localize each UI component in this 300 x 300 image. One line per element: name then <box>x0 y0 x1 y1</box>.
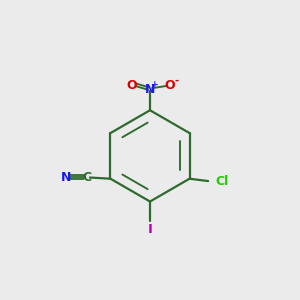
Text: N: N <box>145 82 155 95</box>
Text: I: I <box>148 223 152 236</box>
Text: -: - <box>174 76 178 86</box>
Text: O: O <box>165 79 175 92</box>
Text: N: N <box>61 171 71 184</box>
Text: O: O <box>126 79 137 92</box>
Text: C: C <box>82 171 91 184</box>
Text: Cl: Cl <box>215 175 228 188</box>
Text: +: + <box>151 80 158 89</box>
